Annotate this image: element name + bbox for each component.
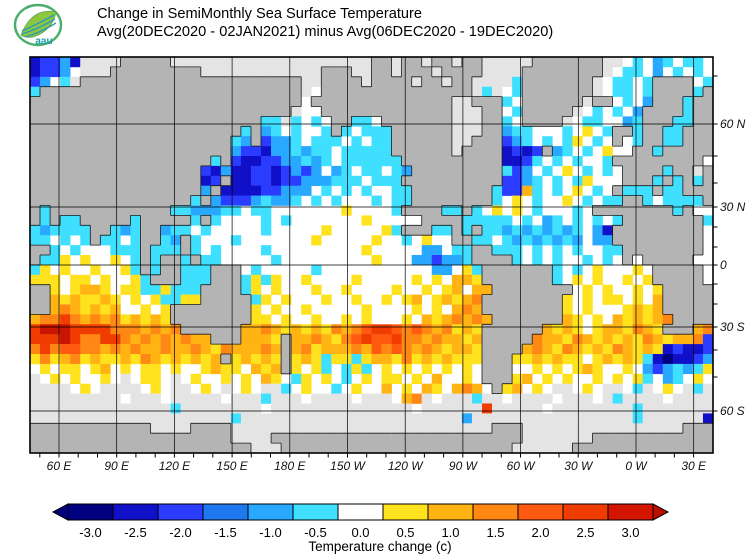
axis-ticks: [39, 75, 718, 458]
colorbar-tick-label: 3.0: [621, 525, 639, 540]
colorbar-tick-label: 2.5: [576, 525, 594, 540]
colorbar-tick-label: -3.0: [79, 525, 101, 540]
page-title-line1: Change in SemiMonthly Sea Surface Temper…: [97, 6, 422, 22]
sst-map: 60 E 90 E 120 E 150 E 180 E 150 W 120 W 90 W 60 …: [29, 56, 746, 473]
colorbar-segment: [472, 503, 519, 521]
colorbar-right-arrow: [652, 503, 670, 521]
map-frame: [29, 56, 714, 454]
lon-label: 150 E: [216, 459, 248, 473]
colorbar-tick-label: 1.0: [441, 525, 459, 540]
lon-label: 60 E: [47, 459, 73, 473]
lon-label: 30 E: [681, 459, 707, 473]
colorbar-segment: [607, 503, 654, 521]
logo-leaf-icon: [20, 10, 57, 38]
logo-text: aau: [35, 36, 52, 47]
colorbar-left-arrow: [51, 503, 69, 521]
logo-ring: [13, 3, 63, 47]
colorbar-tick-label: 1.5: [486, 525, 504, 540]
colorbar-segment: [292, 503, 339, 521]
logo-wave-icon: [21, 18, 56, 35]
colorbar-legend: -3.0 -2.5 -2.0 -1.5 -1.0 -0.5 0.0 0.5 1.0 1.5 2.0 2…: [51, 503, 670, 540]
logo-wave-icon: [21, 14, 55, 32]
lon-label: 60 W: [507, 459, 537, 473]
lon-label: 0 W: [625, 459, 648, 473]
colorbar-segment: [247, 503, 294, 521]
org-logo: aau: [13, 3, 63, 47]
logo-wave-icon: [24, 22, 57, 38]
colorbar-segment: [112, 503, 159, 521]
colorbar-segment: [562, 503, 609, 521]
graticule: [30, 57, 713, 453]
colorbar-segment: [202, 503, 249, 521]
colorbar-tick-label: 2.0: [531, 525, 549, 540]
lon-label: 120 E: [159, 459, 191, 473]
lat-label: 30 S: [720, 320, 745, 334]
lon-label: 150 W: [330, 459, 366, 473]
colorbar-segment: [157, 503, 204, 521]
lon-label: 30 W: [564, 459, 594, 473]
axis-labels: 60 E 90 E 120 E 150 E 180 E 150 W 120 W 90 W 60 …: [47, 117, 746, 473]
colorbar-tick-label: -1.5: [214, 525, 236, 540]
colorbar-tick-label: -0.5: [304, 525, 326, 540]
lon-label: 90 E: [104, 459, 130, 473]
page-title-line2: Avg(20DEC2020 - 02JAN2021) minus Avg(06D…: [97, 24, 553, 40]
colorbar-tick-label: 0.0: [351, 525, 369, 540]
lat-label: 0: [720, 258, 727, 272]
colorbar-segment: [337, 503, 384, 521]
colorbar-tick-label: 0.5: [396, 525, 414, 540]
sst-raster: [30, 57, 714, 454]
colorbar-tick-label: -2.0: [169, 525, 191, 540]
lat-label: 60 N: [720, 117, 746, 131]
colorbar-segment: [427, 503, 474, 521]
colorbar-segment: [67, 503, 114, 521]
colorbar-segment: [382, 503, 429, 521]
colorbar-tick-label: -2.5: [124, 525, 146, 540]
lon-label: 180 E: [274, 459, 306, 473]
colorbar-tick-label: -1.0: [259, 525, 281, 540]
lon-label: 90 W: [449, 459, 479, 473]
lat-label: 30 N: [720, 200, 746, 214]
lat-label: 60 S: [720, 404, 745, 418]
colorbar-segment: [517, 503, 564, 521]
lon-label: 120 W: [388, 459, 424, 473]
colorbar-caption: Temperature change (c): [308, 539, 451, 554]
